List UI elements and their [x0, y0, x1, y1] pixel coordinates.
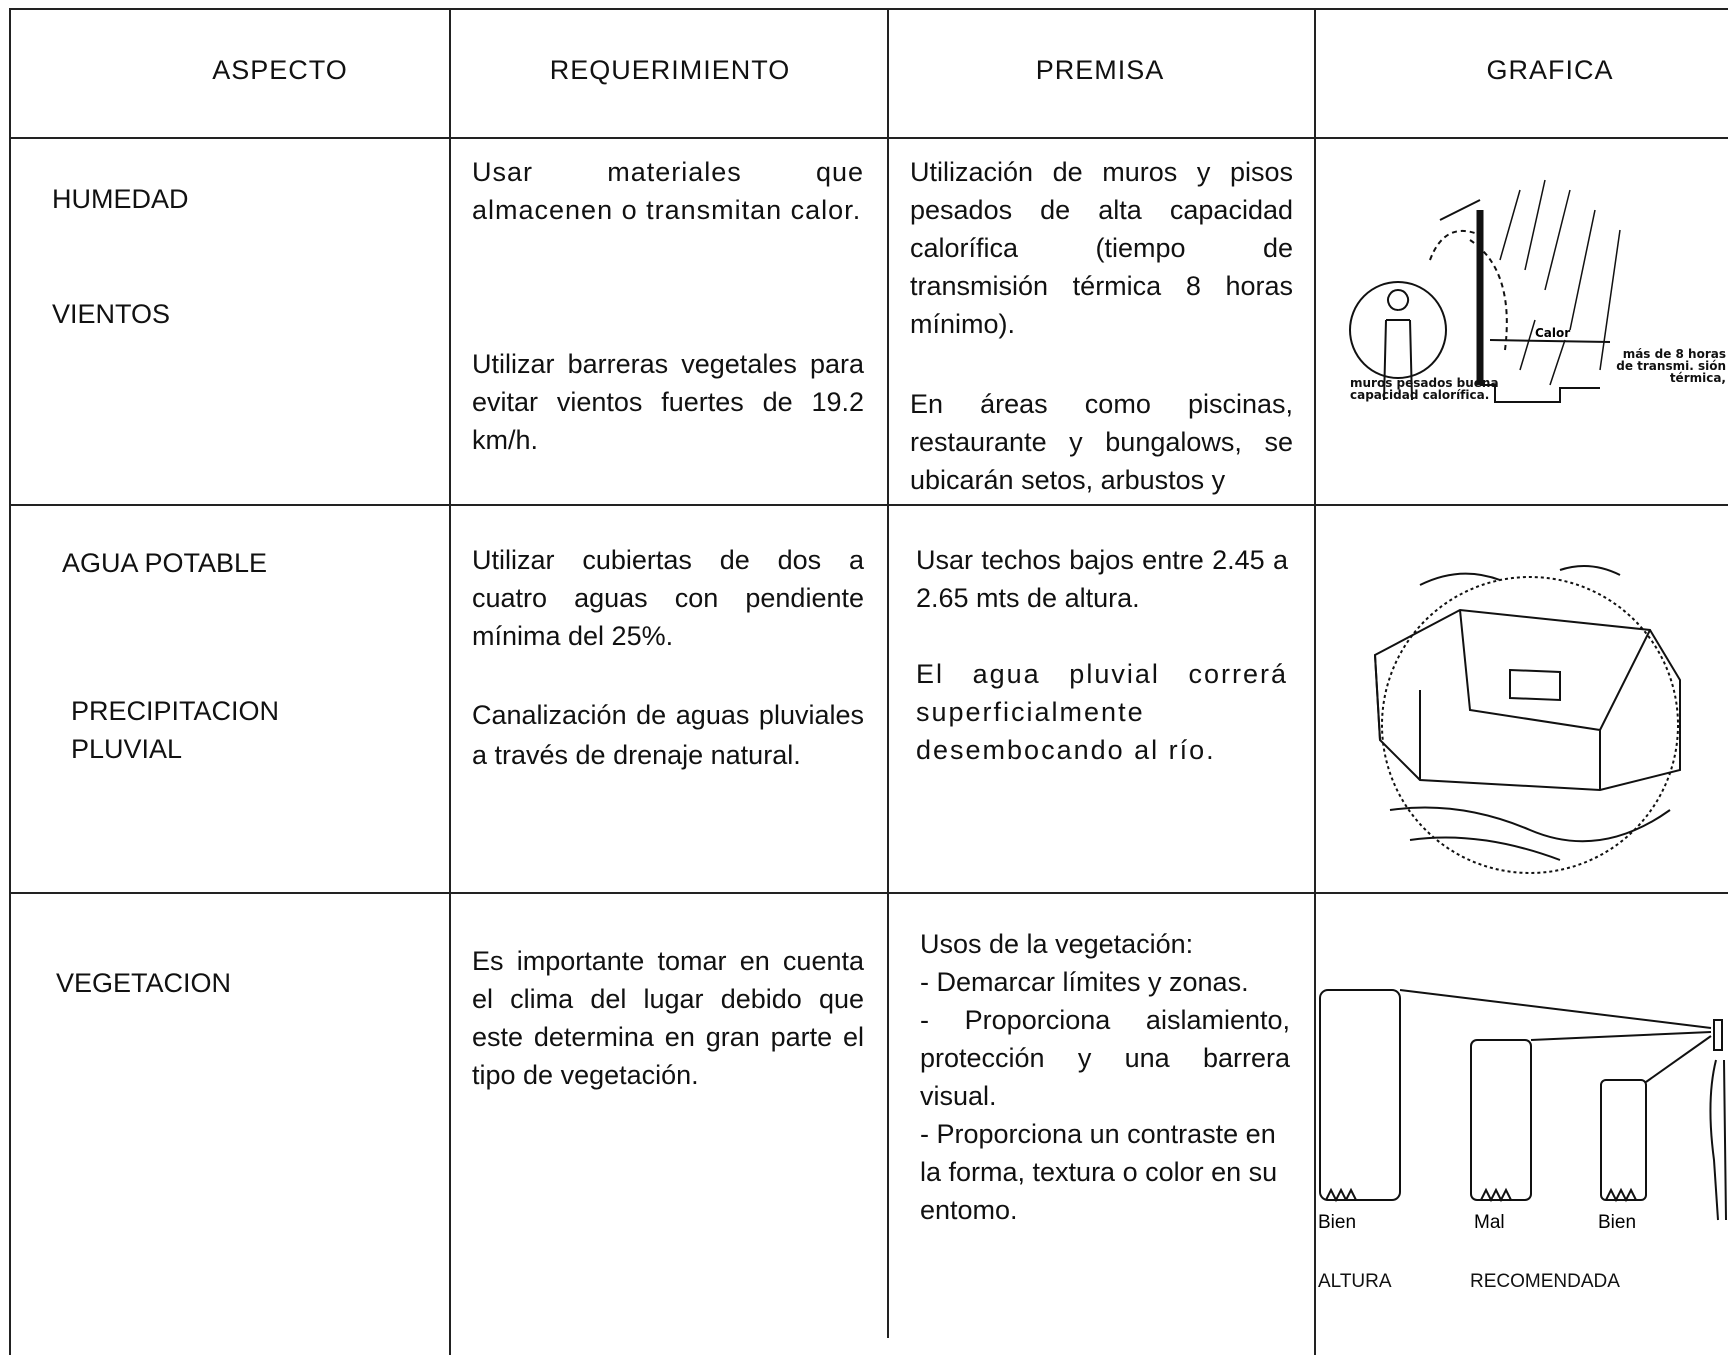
table-border: [887, 8, 889, 1338]
premise-cell: Usos de la vegetación: - Demarcar límite…: [920, 925, 1290, 1229]
header-cell: REQUERIMIENTO: [549, 55, 791, 85]
premise: Utilización de muros y pisos pesados de …: [910, 157, 1293, 339]
premise: - Proporciona un contraste en la forma, …: [920, 1119, 1278, 1225]
graphic-label: Bien: [1598, 1212, 1636, 1233]
graphic-label: muros pesados buena capacidad calorífica…: [1350, 377, 1499, 402]
header-cell: PREMISA: [1035, 55, 1165, 85]
table-border: [9, 137, 1728, 139]
premise: - Proporciona aislamiento, protección y …: [920, 1005, 1290, 1111]
premise: En áreas como piscinas, restaurante y bu…: [910, 389, 1293, 495]
requirement: Utilizar barreras vegetales para evitar …: [472, 349, 864, 455]
graphic-label: RECOMENDADA: [1470, 1271, 1620, 1292]
requirement: Es importante tomar en cuenta el clima d…: [472, 946, 864, 1090]
table-border: [1314, 8, 1316, 1355]
aspect: VIENTOS: [52, 299, 171, 329]
header-cell: ASPECTO: [212, 55, 348, 85]
table-border: [9, 8, 11, 1355]
premise: - Demarcar límites y zonas.: [920, 967, 1249, 997]
graphic-label: Mal: [1474, 1212, 1505, 1233]
aspect: VEGETACION: [56, 968, 232, 998]
aspect: PRECIPITACION PLUVIAL: [71, 696, 280, 764]
premise: El agua pluvial correrá superficialmente…: [916, 659, 1288, 765]
graphic-label: Calor: [1535, 326, 1570, 340]
vegetation-sketch: Bien Mal Bien: [1318, 989, 1727, 1233]
requirement: Usar materiales que almacenen o transmit…: [472, 157, 864, 225]
aspect: HUMEDAD: [52, 184, 189, 214]
premise-cell: Utilización de muros y pisos pesados de …: [905, 140, 1295, 502]
requirement: Utilizar cubiertas de dos a cuatro aguas…: [472, 545, 864, 651]
graphic-label: más de 8 horas de transmi. sión térmica,: [1616, 348, 1726, 385]
roof-sketch: [1373, 565, 1681, 874]
graphic-label: Bien: [1318, 1212, 1356, 1233]
premise: Usos de la vegetación:: [920, 929, 1194, 959]
aspect: AGUA POTABLE: [62, 548, 268, 578]
table-border: [9, 504, 1728, 506]
table-border: [9, 8, 1728, 10]
premise: Usar techos bajos entre 2.45 a 2.65 mts …: [916, 545, 1288, 613]
table-border: [449, 8, 451, 1355]
requirement: Canalización de aguas pluviales a través…: [472, 700, 864, 770]
header-cell: GRAFICA: [1486, 55, 1614, 85]
graphic-label: ALTURA: [1318, 1271, 1392, 1292]
humidity-sketch: Calor más de 8 horas de transmi. sión té…: [1349, 179, 1726, 403]
table-border: [9, 892, 1728, 894]
